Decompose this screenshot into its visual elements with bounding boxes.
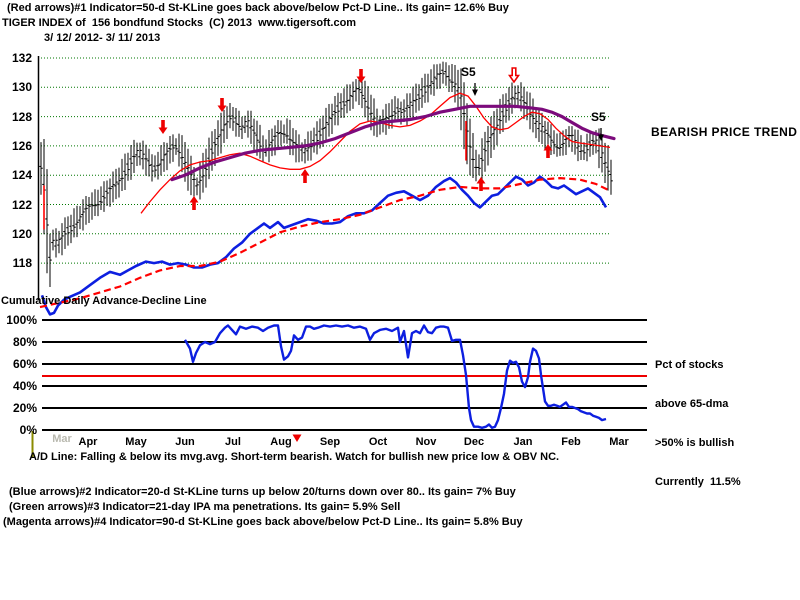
pct-axis-tick: 100%	[6, 313, 37, 327]
price-axis-tick: 122	[11, 198, 32, 212]
s5-arrows	[472, 83, 604, 141]
month-label: Jan	[513, 436, 533, 448]
red-up-arrow	[189, 196, 199, 210]
pct-axis-tick: 60%	[12, 357, 37, 371]
red-down-arrow	[356, 69, 366, 83]
price-axis-tick: 118	[12, 256, 32, 270]
indicator-1-note: (Red arrows)#1 Indicator=50-d St-KLine g…	[7, 2, 509, 14]
pct-note-line2: above 65-dma	[655, 398, 729, 410]
s5-signal-label-2: S5	[591, 110, 606, 124]
red-down-arrow	[217, 98, 227, 112]
red-up-arrow	[476, 177, 486, 191]
red-down-arrow-hollow	[507, 67, 521, 84]
ma50-red-line	[140, 92, 611, 214]
month-label: Jul	[225, 436, 241, 448]
pct-above-dma-note: Pct of stocks above 65-dma >50% is bulli…	[655, 333, 741, 515]
indicator-4-note: (Magenta arrows)#4 Indicator=90-d St-KLi…	[3, 516, 523, 528]
price-gridlines	[37, 56, 610, 300]
pctd-purple-line	[170, 104, 616, 182]
pct-note-line3: >50% is bullish	[655, 437, 735, 449]
month-label: Jun	[175, 436, 195, 448]
month-label-faint: Mar	[52, 433, 72, 445]
ad-panel-title: Cumulative Daily Advance-Decline Line	[1, 295, 207, 307]
red-up-arrow	[543, 144, 553, 158]
month-label: Aug	[270, 436, 292, 448]
month-label: Nov	[415, 436, 437, 448]
bearish-trend-note: BEARISH PRICE TREND	[651, 125, 798, 139]
pct-axis-tick: 40%	[12, 379, 37, 393]
s5-signal-label-1: S5	[461, 65, 476, 79]
pct-axis-tick: 80%	[12, 335, 37, 349]
price-axis-tick: 126	[11, 139, 32, 153]
chart-title: TIGER INDEX of 156 bondfund Stocks (C) 2…	[2, 17, 357, 29]
price-axis-tick: 120	[11, 227, 32, 241]
month-label: May	[125, 436, 147, 448]
ad-blue-line	[183, 324, 607, 429]
month-label: Mar	[609, 436, 629, 448]
ad-panel-note: A/D Line: Falling & below its mvg.avg. S…	[29, 451, 560, 463]
indicator-2-note: (Blue arrows)#2 Indicator=20-d St-KLine …	[9, 486, 516, 498]
price-axis-tick: 124	[11, 168, 32, 182]
price-bars	[39, 61, 613, 287]
red-up-arrow	[300, 169, 310, 183]
price-axis-tick: 130	[11, 80, 32, 94]
red-down-arrow	[158, 120, 168, 134]
month-label: Oct	[368, 436, 388, 448]
month-label: Apr	[78, 436, 98, 448]
month-label: Sep	[319, 436, 341, 448]
obv-blue-line	[40, 175, 608, 316]
pct-axis-tick: 0%	[19, 423, 37, 437]
month-label: Feb	[561, 436, 581, 448]
month-label: Dec	[463, 436, 485, 448]
aug-dart	[292, 434, 302, 442]
pct-note-line4: Currently 11.5%	[655, 476, 741, 488]
price-axis-tick: 132	[11, 51, 32, 65]
date-range: 3/ 12/ 2012- 3/ 11/ 2013	[44, 32, 161, 44]
red-signal-segments	[43, 120, 467, 230]
pct-axis-tick: 20%	[12, 401, 37, 415]
indicator-3-note: (Green arrows)#3 Indicator=21-day IPA ma…	[9, 501, 401, 513]
signal-arrows	[158, 67, 553, 210]
price-axis-tick: 128	[11, 110, 32, 124]
pct-note-line1: Pct of stocks	[655, 359, 724, 371]
ad-gridlines	[31, 319, 647, 457]
obv-ma-red-dashed-line	[39, 176, 609, 309]
